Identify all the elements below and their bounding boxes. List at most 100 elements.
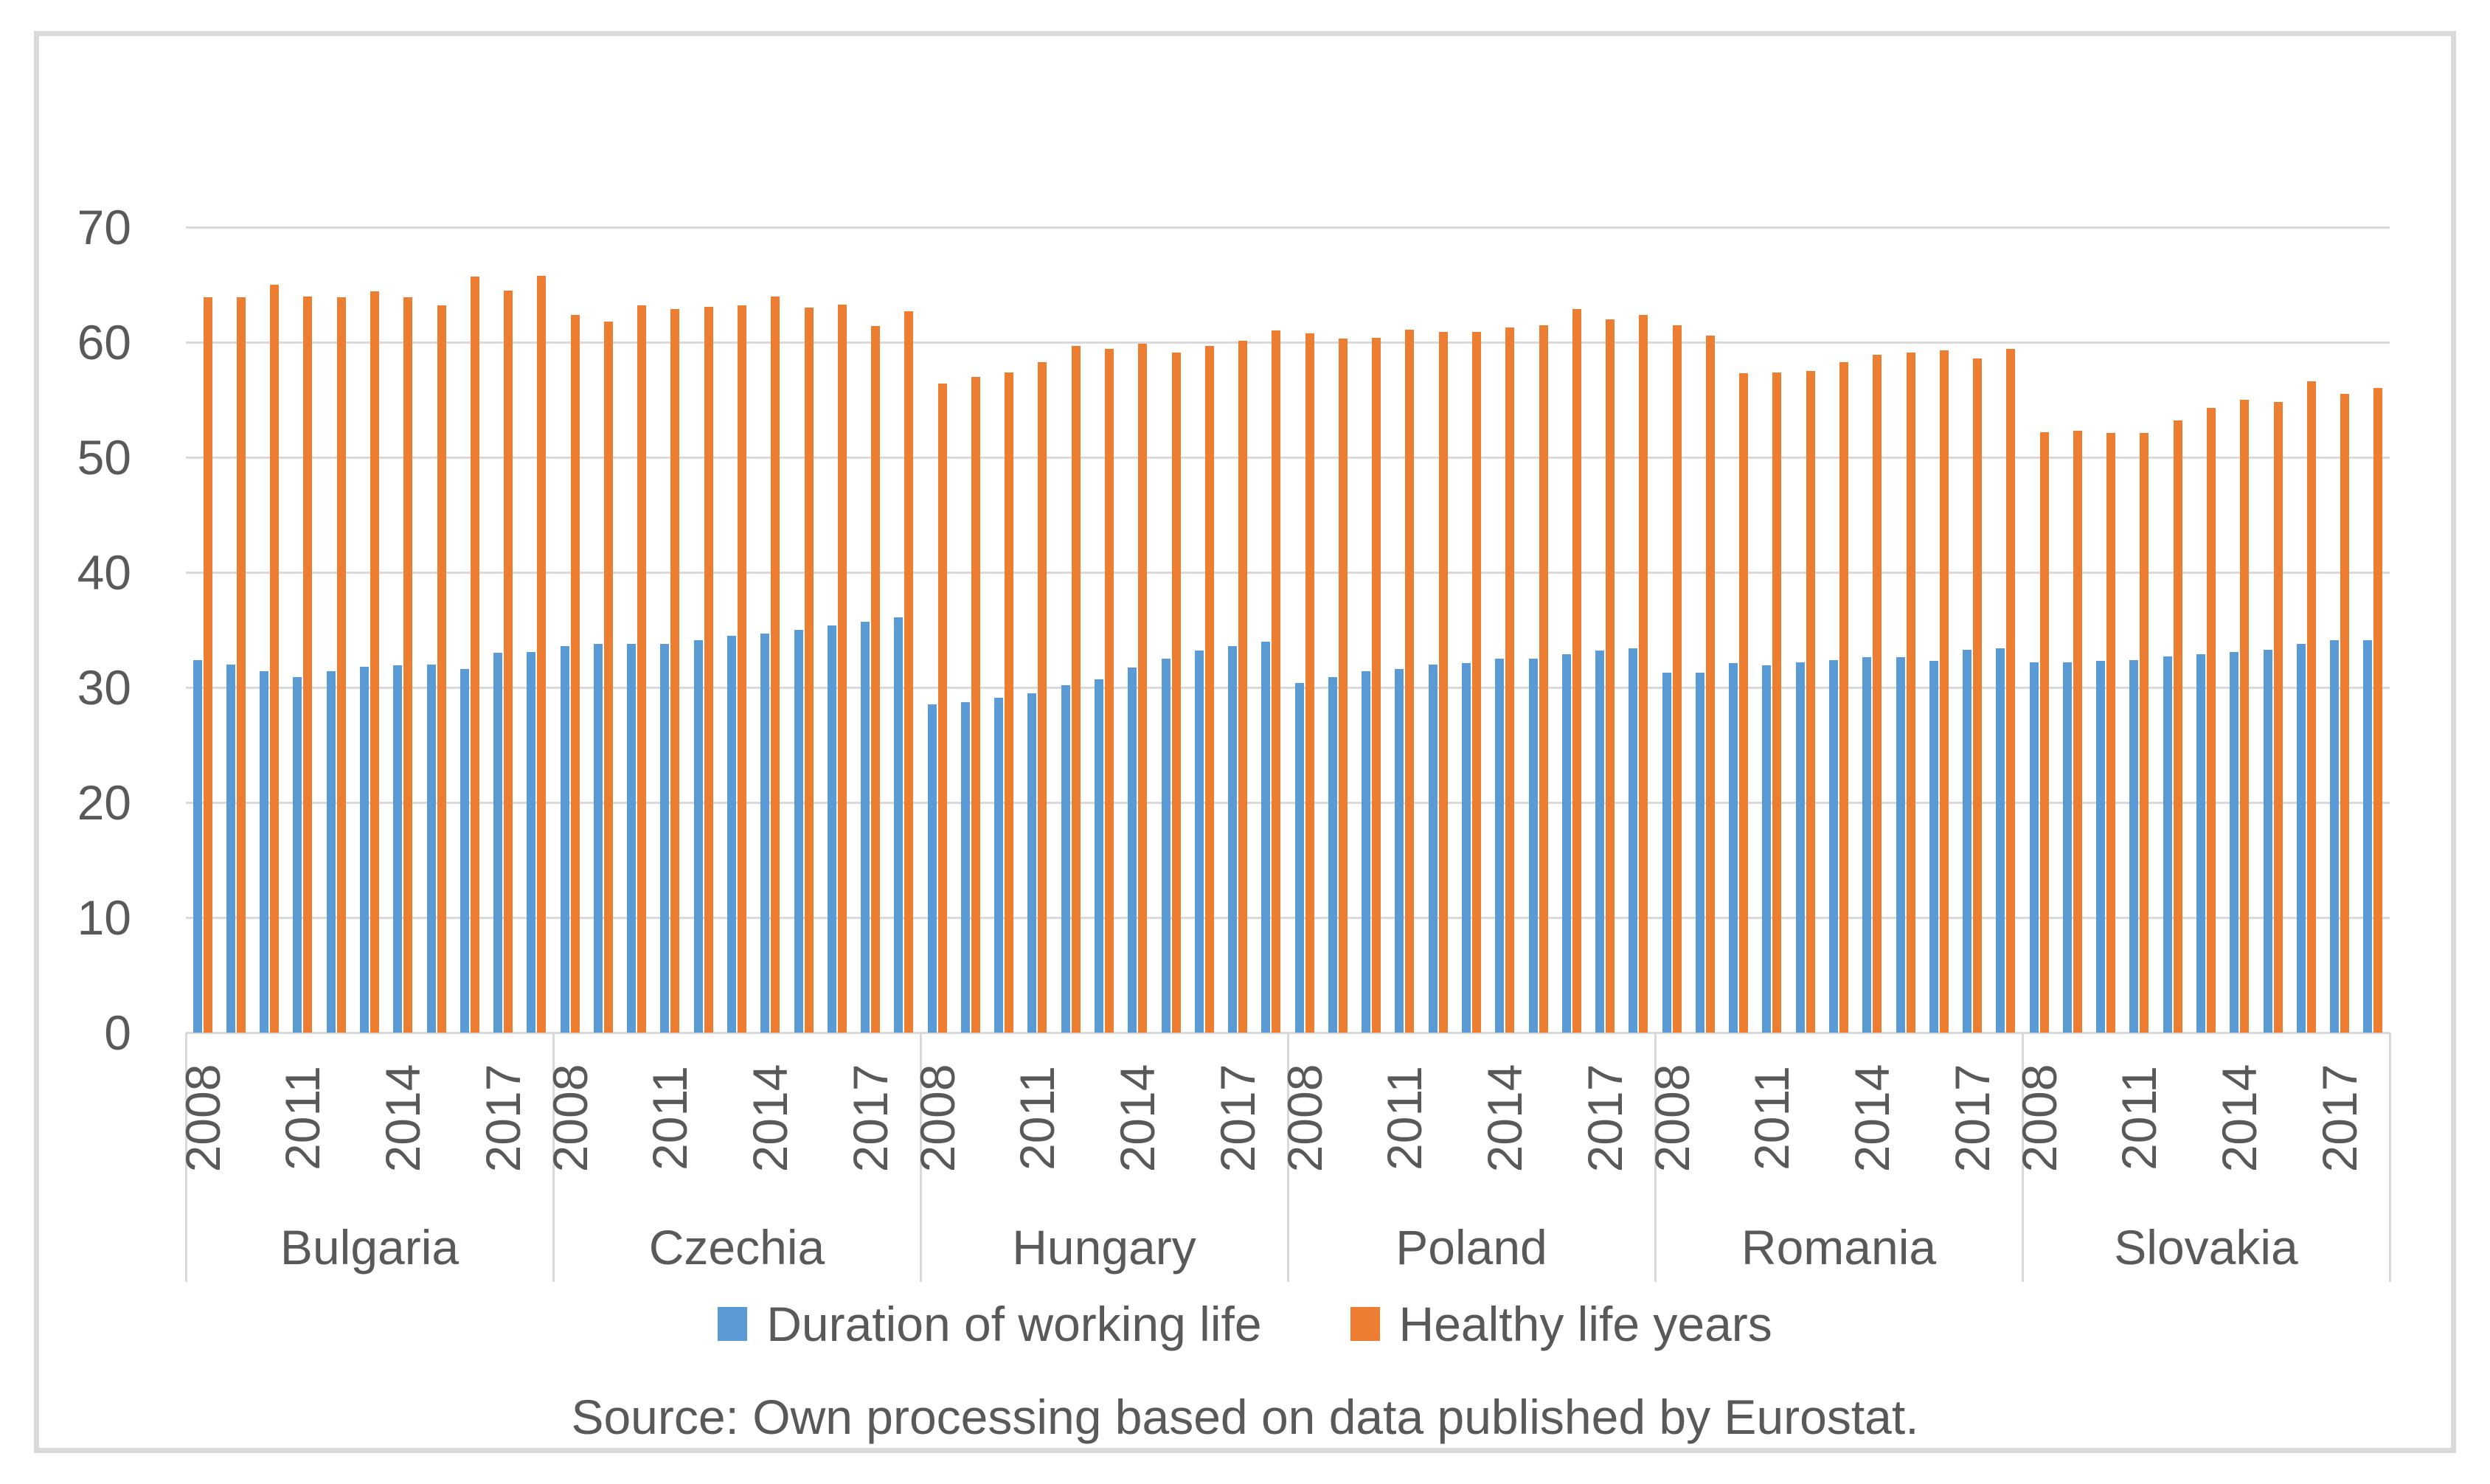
bar-healthy-life-years — [2173, 420, 2182, 1033]
bar-healthy-life-years — [1639, 314, 1648, 1033]
gridline — [186, 456, 2390, 459]
bar-duration-of-working-life — [727, 635, 736, 1033]
bar-duration-of-working-life — [593, 643, 603, 1033]
country-label-romania: Romania — [1741, 1220, 1937, 1275]
gridline — [186, 341, 2390, 344]
gridline — [186, 801, 2390, 804]
bar-healthy-life-years — [1438, 331, 1448, 1033]
country-label-czechia: Czechia — [648, 1220, 825, 1275]
y-tick-label: 50 — [77, 430, 131, 485]
bar-duration-of-working-life — [1662, 672, 1671, 1033]
bar-healthy-life-years — [1405, 329, 1415, 1033]
bar-duration-of-working-life — [1896, 657, 1905, 1033]
bar-duration-of-working-life — [693, 640, 703, 1033]
bar-healthy-life-years — [2106, 433, 2116, 1033]
bar-healthy-life-years — [1772, 372, 1782, 1033]
bar-duration-of-working-life — [1161, 659, 1171, 1033]
bar-duration-of-working-life — [393, 665, 403, 1033]
year-tick-label: 2014 — [1110, 1064, 1165, 1173]
bar-duration-of-working-life — [2230, 651, 2239, 1033]
year-tick-label: 2014 — [375, 1064, 431, 1173]
bar-duration-of-working-life — [1228, 645, 1238, 1033]
bar-duration-of-working-life — [794, 630, 803, 1033]
bar-duration-of-working-life — [1027, 693, 1037, 1033]
bar-healthy-life-years — [236, 297, 246, 1033]
bar-healthy-life-years — [1005, 372, 1014, 1033]
group-divider — [184, 1033, 187, 1282]
bar-healthy-life-years — [2340, 394, 2350, 1033]
bar-healthy-life-years — [2207, 407, 2216, 1033]
legend-label: Healthy life years — [1398, 1297, 1772, 1351]
bar-duration-of-working-life — [1695, 672, 1704, 1033]
bar-duration-of-working-life — [1495, 659, 1505, 1033]
bar-duration-of-working-life — [1328, 676, 1337, 1033]
bar-healthy-life-years — [1105, 349, 1114, 1033]
bar-healthy-life-years — [1071, 345, 1081, 1033]
legend-swatch-orange — [1350, 1307, 1380, 1341]
group-divider — [919, 1033, 922, 1282]
y-tick-label: 0 — [104, 1005, 131, 1060]
gridline — [186, 916, 2390, 919]
bar-healthy-life-years — [2039, 431, 2049, 1033]
bar-duration-of-working-life — [2163, 656, 2172, 1033]
group-divider — [1654, 1033, 1657, 1282]
bar-healthy-life-years — [2140, 433, 2149, 1033]
y-tick-label: 30 — [77, 660, 131, 715]
bar-duration-of-working-life — [1762, 665, 1772, 1033]
legend-item-duration-of-working-life: Duration of working life — [718, 1300, 1262, 1348]
bar-duration-of-working-life — [2296, 643, 2306, 1033]
bar-duration-of-working-life — [861, 622, 870, 1033]
year-tick-label: 2011 — [642, 1066, 698, 1171]
bar-healthy-life-years — [904, 311, 914, 1033]
bar-healthy-life-years — [303, 296, 313, 1033]
bar-duration-of-working-life — [193, 659, 202, 1033]
bar-healthy-life-years — [1839, 361, 1848, 1033]
year-tick-label: 2017 — [1210, 1064, 1266, 1173]
bar-healthy-life-years — [2273, 402, 2283, 1033]
year-tick-label: 2008 — [1277, 1064, 1332, 1173]
bar-healthy-life-years — [1204, 345, 1214, 1033]
group-divider — [552, 1033, 555, 1282]
year-tick-label: 2011 — [1744, 1066, 1800, 1171]
bar-healthy-life-years — [270, 285, 280, 1033]
bar-duration-of-working-life — [293, 676, 302, 1033]
bar-duration-of-working-life — [1261, 641, 1271, 1033]
bar-duration-of-working-life — [1595, 651, 1605, 1033]
bar-healthy-life-years — [1272, 330, 1281, 1033]
bar-duration-of-working-life — [994, 698, 1004, 1033]
bar-duration-of-working-life — [1194, 651, 1204, 1033]
bar-healthy-life-years — [437, 305, 446, 1033]
bar-duration-of-working-life — [1128, 668, 1137, 1033]
bar-duration-of-working-life — [1862, 657, 1872, 1033]
bar-healthy-life-years — [1572, 308, 1581, 1033]
bar-healthy-life-years — [1906, 353, 1915, 1033]
year-tick-label: 2014 — [743, 1064, 798, 1173]
bar-healthy-life-years — [570, 314, 580, 1033]
bar-healthy-life-years — [2306, 381, 2316, 1033]
year-tick-label: 2008 — [2011, 1064, 2067, 1173]
group-divider — [2388, 1033, 2391, 1282]
year-tick-label: 2011 — [1377, 1066, 1432, 1171]
bar-healthy-life-years — [704, 306, 713, 1033]
bar-duration-of-working-life — [2062, 662, 2072, 1033]
bar-duration-of-working-life — [326, 671, 336, 1033]
legend-swatch-blue — [718, 1307, 748, 1341]
bar-duration-of-working-life — [560, 645, 569, 1033]
bar-duration-of-working-life — [1294, 682, 1304, 1033]
bar-healthy-life-years — [1973, 358, 1983, 1033]
country-label-bulgaria: Bulgaria — [280, 1220, 459, 1275]
y-tick-label: 20 — [77, 775, 131, 830]
bar-healthy-life-years — [1606, 319, 1615, 1033]
bar-healthy-life-years — [1672, 325, 1682, 1033]
source-note: Source: Own processing based on data pub… — [571, 1390, 1919, 1444]
figure-border — [34, 31, 2456, 1453]
bar-healthy-life-years — [1238, 341, 1248, 1033]
bar-healthy-life-years — [1138, 343, 1148, 1033]
bar-duration-of-working-life — [960, 702, 970, 1033]
year-tick-label: 2011 — [2112, 1066, 2167, 1171]
y-tick-label: 40 — [77, 545, 131, 600]
bar-duration-of-working-life — [2363, 640, 2373, 1033]
country-label-poland: Poland — [1395, 1220, 1547, 1275]
country-label-hungary: Hungary — [1012, 1220, 1196, 1275]
year-tick-label: 2017 — [1578, 1064, 1633, 1173]
